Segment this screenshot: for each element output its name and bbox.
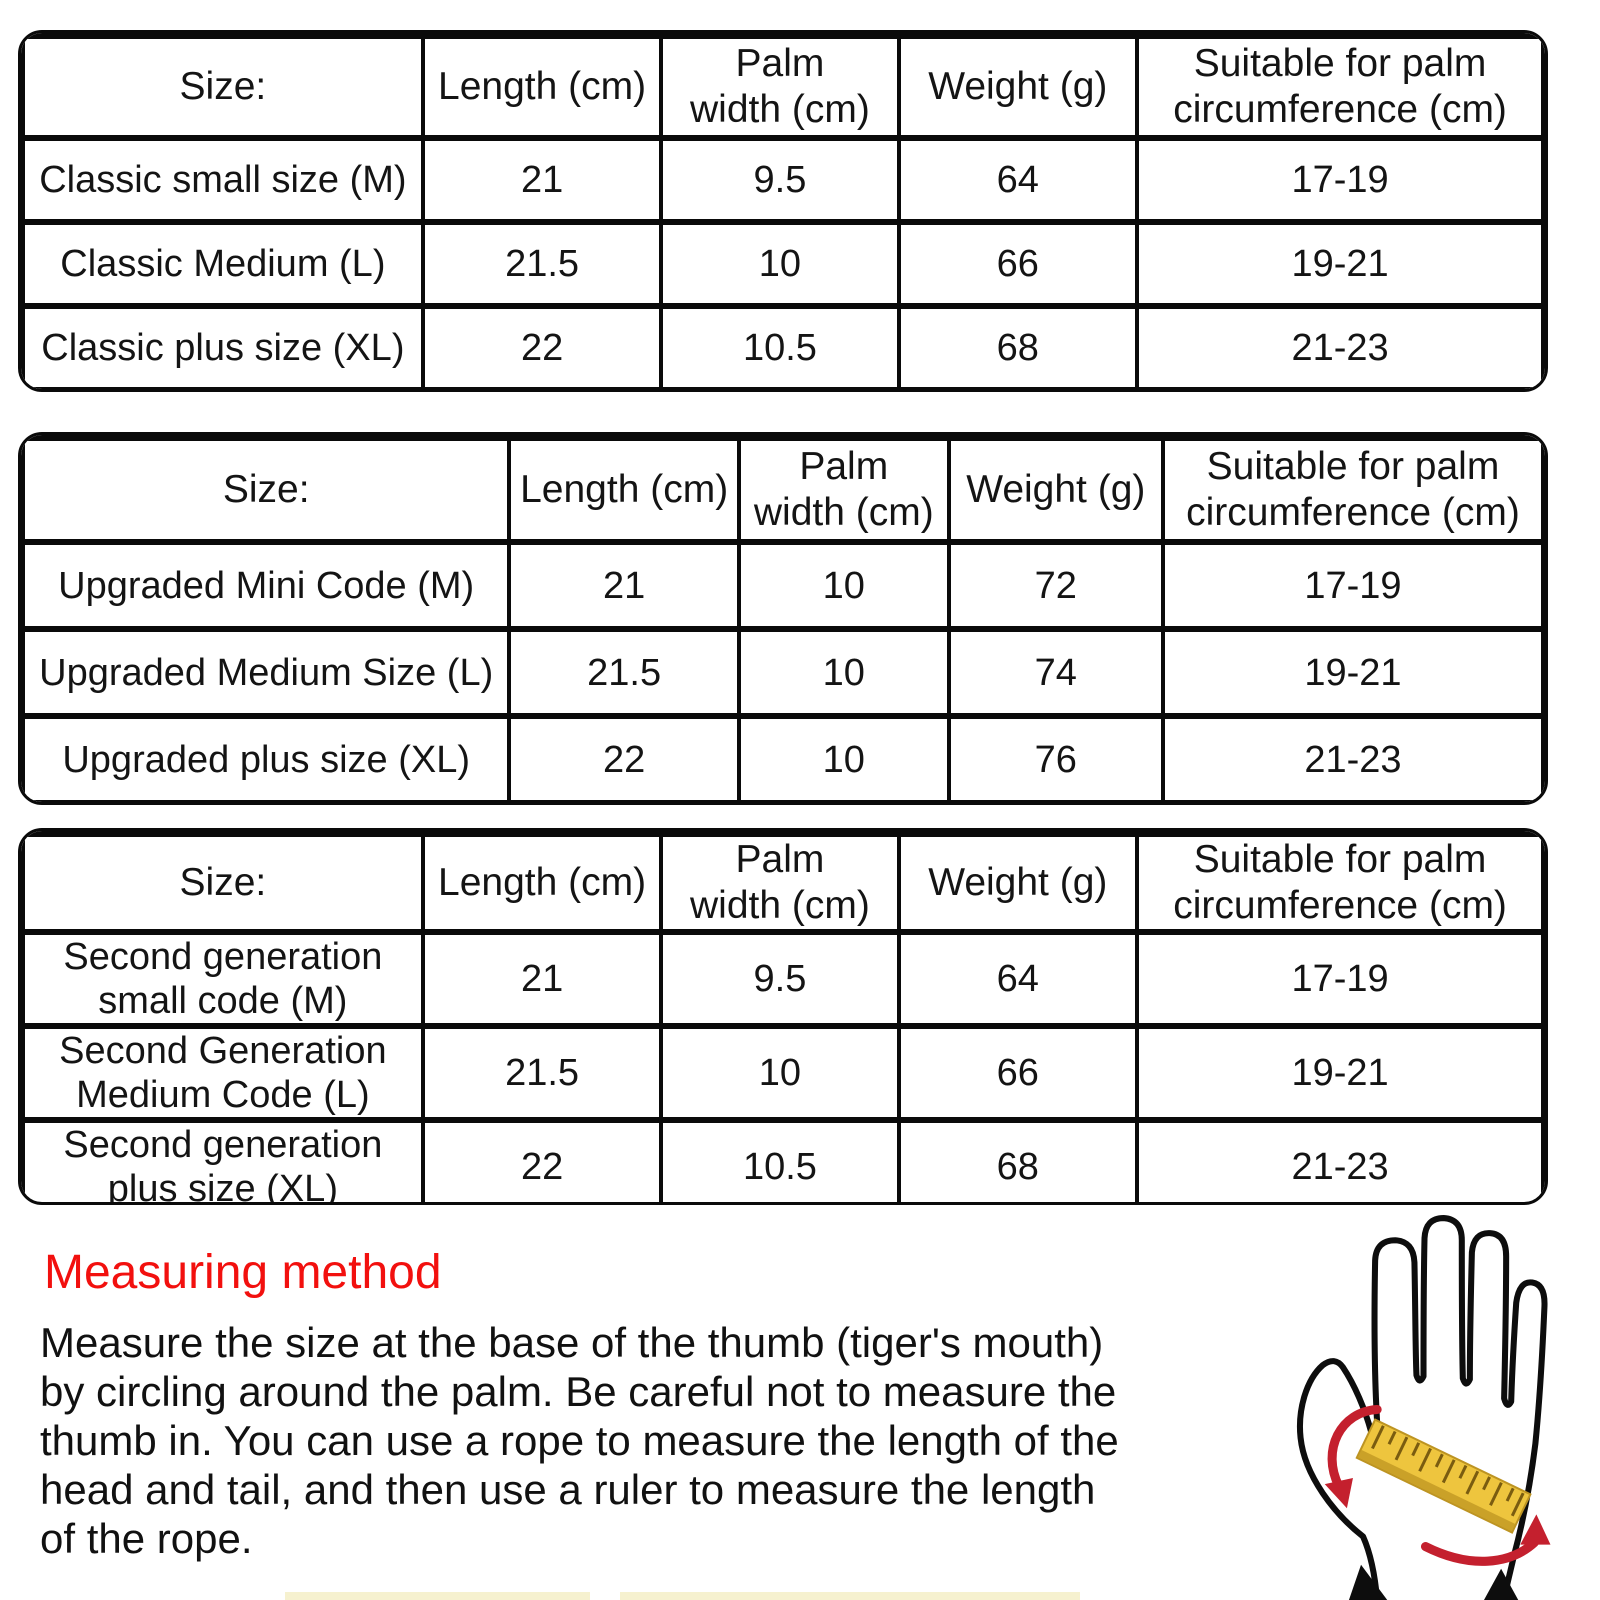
second-generation-sizes-grid: Size: Length (cm) Palm width (cm) Weight… [21,831,1545,1202]
cell-length: 21 [420,135,664,225]
cell-weight: 76 [946,713,1165,802]
cell-circumference: 19-21 [1135,1023,1545,1123]
header-circumference: Suitable for palm circumference (cm) [1135,831,1545,935]
cell-circumference: 19-21 [1135,219,1545,309]
cell-length: 22 [420,303,664,389]
cell-circumference: 21-23 [1160,713,1545,802]
cell-palm-width: 10 [659,1023,901,1123]
cell-palm-width: 10.5 [659,303,901,389]
measuring-tape [1355,1418,1532,1534]
cell-circumference: 17-19 [1135,929,1545,1029]
table-row: Second generation small code (M) 21 9.5 … [21,929,1545,1029]
upgraded-sizes-grid: Size: Length (cm) Palm width (cm) Weight… [21,435,1545,802]
bottom-ruler-strip-remnant [285,1592,590,1600]
header-weight: Weight (g) [946,435,1165,545]
hand-measure-illustration [1296,1215,1551,1600]
hand-outline [1296,1215,1548,1600]
cell-size-label: Second Generation Medium Code (L) [21,1023,425,1123]
cell-length: 21.5 [420,1023,664,1123]
header-length: Length (cm) [507,435,741,545]
cell-palm-width: 9.5 [659,135,901,225]
header-palm-width: Palm width (cm) [659,33,901,141]
cell-size-label: Classic plus size (XL) [21,303,425,389]
table-header-row: Size: Length (cm) Palm width (cm) Weight… [21,435,1545,545]
cell-weight: 68 [896,303,1140,389]
tape-tick-marks [1371,1425,1525,1517]
cell-palm-width: 10 [659,219,901,309]
wrist-cuff-left [1348,1564,1388,1600]
header-palm-width: Palm width (cm) [736,435,951,545]
cell-length: 21 [507,539,741,632]
header-circumference: Suitable for palm circumference (cm) [1160,435,1545,545]
cell-weight: 64 [896,135,1140,225]
cell-weight: 74 [946,626,1165,719]
table-header-row: Size: Length (cm) Palm width (cm) Weight… [21,831,1545,935]
cell-palm-width: 10.5 [659,1117,901,1202]
cell-weight: 66 [896,1023,1140,1123]
cell-palm-width: 10 [736,626,951,719]
table-row: Upgraded Medium Size (L) 21.5 10 74 19-2… [21,626,1545,719]
header-length: Length (cm) [420,831,664,935]
cell-circumference: 19-21 [1160,626,1545,719]
cell-size-label: Upgraded plus size (XL) [21,713,512,802]
table-row: Classic Medium (L) 21.5 10 66 19-21 [21,219,1545,309]
wrist-cuff-right [1483,1568,1519,1600]
wrap-arrow-right-icon [1420,1514,1551,1566]
cell-palm-width: 10 [736,539,951,632]
cell-size-label: Upgraded Mini Code (M) [21,539,512,632]
table-row: Classic plus size (XL) 22 10.5 68 21-23 [21,303,1545,389]
cell-weight: 72 [946,539,1165,632]
table-row: Classic small size (M) 21 9.5 64 17-19 [21,135,1545,225]
header-weight: Weight (g) [896,831,1140,935]
cell-length: 22 [507,713,741,802]
cell-size-label: Second generation plus size (XL) [21,1117,425,1202]
cell-size-label: Classic small size (M) [21,135,425,225]
classic-sizes-table: Size: Length (cm) Palm width (cm) Weight… [18,30,1548,392]
header-size: Size: [21,33,425,141]
cell-weight: 66 [896,219,1140,309]
cell-length: 21.5 [507,626,741,719]
header-length: Length (cm) [420,33,664,141]
header-weight: Weight (g) [896,33,1140,141]
cell-length: 21.5 [420,219,664,309]
wrap-arrow-left-icon [1324,1404,1382,1509]
header-palm-width: Palm width (cm) [659,831,901,935]
measuring-method-title: Measuring method [44,1246,442,1299]
cell-circumference: 17-19 [1160,539,1545,632]
upgraded-sizes-table: Size: Length (cm) Palm width (cm) Weight… [18,432,1548,805]
classic-sizes-grid: Size: Length (cm) Palm width (cm) Weight… [21,33,1545,389]
bottom-ruler-strip-remnant [620,1592,1080,1600]
cell-palm-width: 10 [736,713,951,802]
cell-size-label: Upgraded Medium Size (L) [21,626,512,719]
cell-circumference: 21-23 [1135,1117,1545,1202]
measuring-method-text: Measure the size at the base of the thum… [40,1319,1119,1562]
cell-length: 21 [420,929,664,1029]
table-row: Second Generation Medium Code (L) 21.5 1… [21,1023,1545,1123]
header-size: Size: [21,831,425,935]
cell-weight: 68 [896,1117,1140,1202]
cell-size-label: Classic Medium (L) [21,219,425,309]
cell-circumference: 21-23 [1135,303,1545,389]
header-circumference: Suitable for palm circumference (cm) [1135,33,1545,141]
table-row: Upgraded Mini Code (M) 21 10 72 17-19 [21,539,1545,632]
header-size: Size: [21,435,512,545]
table-header-row: Size: Length (cm) Palm width (cm) Weight… [21,33,1545,141]
cell-palm-width: 9.5 [659,929,901,1029]
cell-weight: 64 [896,929,1140,1029]
table-row: Second generation plus size (XL) 22 10.5… [21,1117,1545,1202]
table-row: Upgraded plus size (XL) 22 10 76 21-23 [21,713,1545,802]
cell-size-label: Second generation small code (M) [21,929,425,1029]
cell-length: 22 [420,1117,664,1202]
second-generation-sizes-table: Size: Length (cm) Palm width (cm) Weight… [18,828,1548,1205]
cell-circumference: 17-19 [1135,135,1545,225]
